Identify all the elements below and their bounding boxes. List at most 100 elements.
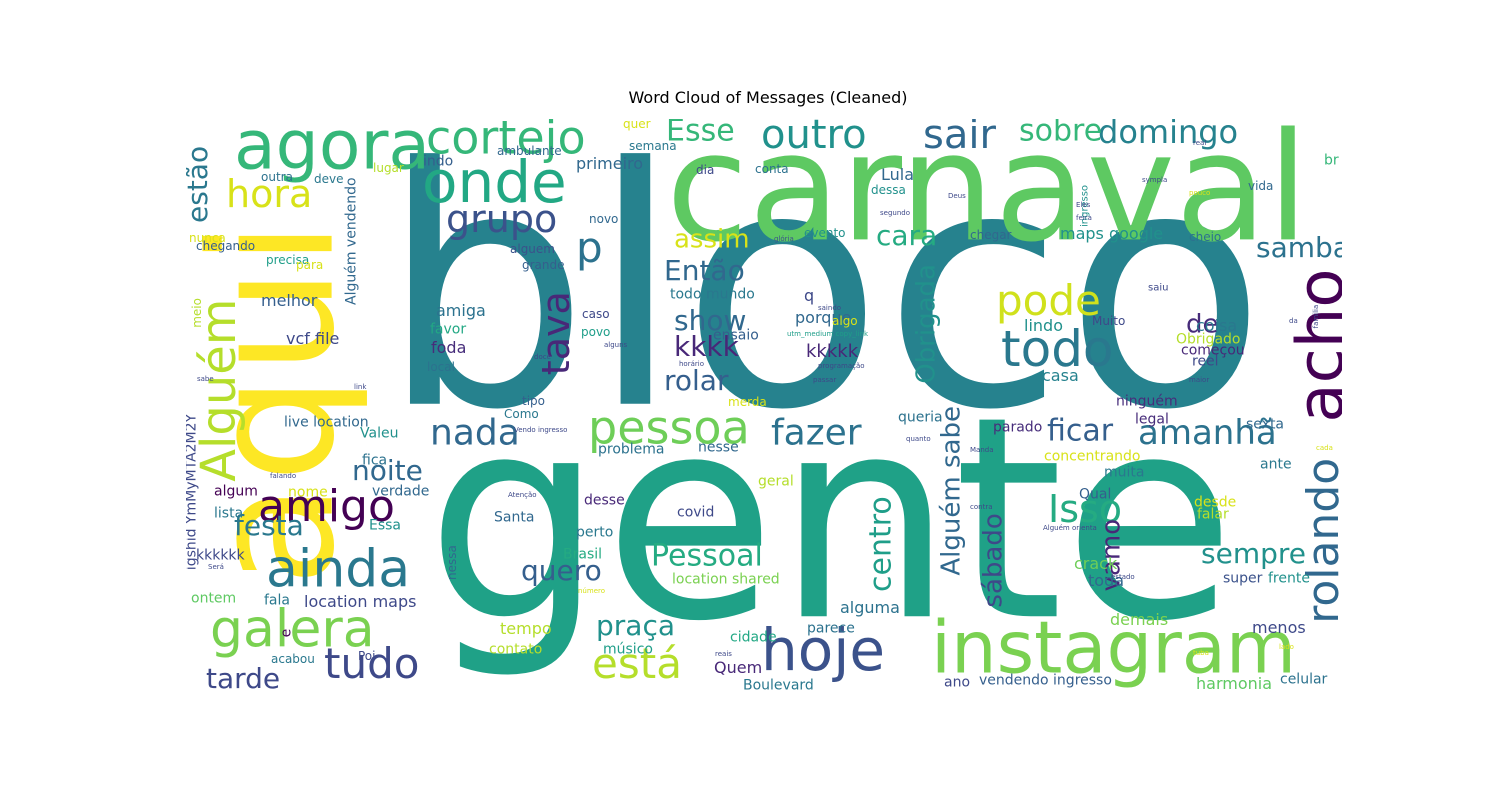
word-grande: grande bbox=[522, 258, 565, 272]
word-quer: quer bbox=[623, 119, 651, 131]
word-local: local bbox=[427, 360, 455, 374]
word-santa: Santa bbox=[494, 510, 534, 526]
word-ante: ante bbox=[1260, 457, 1292, 473]
word-estao: estão bbox=[186, 146, 214, 223]
word-maior: maior bbox=[1189, 376, 1209, 384]
word-hoje: hoje bbox=[761, 616, 885, 684]
word-boulevard: Boulevard bbox=[743, 678, 814, 694]
word-sabado: sábado bbox=[978, 513, 1008, 607]
word-melhor: melhor bbox=[261, 291, 318, 310]
word-merda: merda bbox=[728, 395, 767, 409]
word-concentrando: concentrando bbox=[1044, 449, 1140, 465]
word-isso: Isso bbox=[1048, 487, 1122, 531]
word-chegando: chegando bbox=[196, 239, 255, 253]
word-gloria: glória bbox=[774, 235, 794, 243]
word-ficar: ficar bbox=[1047, 414, 1114, 449]
word-deus: Deus bbox=[948, 192, 966, 200]
word-crack: crack bbox=[1074, 554, 1118, 573]
word-dessa: dessa bbox=[871, 183, 906, 197]
word-frente: frente bbox=[1268, 571, 1310, 587]
word-horario: horário bbox=[679, 360, 704, 368]
word-vamo: vamo bbox=[1096, 519, 1126, 592]
word-estado: estado bbox=[1111, 573, 1135, 581]
word-kkkk: kkkk bbox=[674, 330, 740, 363]
word-igshid-ymmymta2m2y: igshid YmMyMTA2M2Y bbox=[186, 413, 200, 570]
word-location-maps: location maps bbox=[304, 592, 416, 611]
word-favor: favor bbox=[430, 322, 466, 338]
word-rolar: rolar bbox=[664, 364, 729, 397]
word-evento: evento bbox=[804, 226, 846, 240]
word-alguem: Alguém bbox=[191, 298, 247, 481]
word-problema: problema bbox=[598, 442, 665, 458]
word-celular: celular bbox=[1280, 672, 1328, 688]
word-casa: casa bbox=[1042, 366, 1079, 385]
word-precisa: precisa bbox=[266, 253, 309, 267]
word-feira: feira bbox=[1076, 214, 1092, 222]
word-toda: toda bbox=[1088, 571, 1124, 590]
word-geral: geral bbox=[758, 474, 794, 490]
word-sair: sair bbox=[923, 119, 996, 158]
word-todo: todo bbox=[1001, 320, 1114, 378]
word-atencao: Atenção bbox=[508, 491, 537, 499]
word-essa: Essa bbox=[369, 518, 401, 534]
word-deve: deve bbox=[314, 172, 343, 186]
word-covid: covid bbox=[677, 505, 714, 521]
word-amiga: amiga bbox=[436, 301, 486, 320]
word-alguem-orienta: Alguém orienta bbox=[1043, 524, 1097, 532]
word-show: show bbox=[674, 304, 746, 337]
word-rolando: rolando bbox=[1298, 458, 1342, 624]
word-primeiro: primeiro bbox=[576, 154, 643, 173]
word-p: p bbox=[576, 223, 603, 272]
word-conta: conta bbox=[755, 162, 789, 176]
word-como: Como bbox=[504, 407, 539, 421]
word-sabe: sabe bbox=[197, 375, 214, 383]
word-ensaio: ensaio bbox=[713, 328, 759, 344]
word-brasil: Brasil bbox=[563, 547, 602, 563]
word-samba: samba bbox=[1256, 231, 1342, 264]
word-fazer: fazer bbox=[771, 413, 862, 454]
chart-title: Word Cloud of Messages (Cleaned) bbox=[628, 88, 908, 107]
word-live-location: live location bbox=[284, 415, 369, 431]
word-nessa: nessa bbox=[445, 545, 459, 580]
word-obrigada: Obrigada bbox=[911, 264, 941, 384]
word-outro: outro bbox=[761, 119, 867, 158]
word-povo: povo bbox=[581, 325, 610, 339]
word-cortejo: cortejo bbox=[426, 119, 586, 164]
word-link: link bbox=[354, 383, 367, 391]
word-vendendo-ingresso: vendendo ingresso bbox=[979, 673, 1112, 689]
word-qual: Qual bbox=[1079, 487, 1111, 503]
word-vendo-ingresso: Vendo ingresso bbox=[514, 426, 567, 434]
word-nesse: nesse bbox=[698, 440, 739, 456]
word-alguem: alguem bbox=[510, 242, 555, 256]
word-comecou: começou bbox=[1181, 343, 1245, 359]
word-esta: está bbox=[592, 639, 682, 688]
word-manda: Manda bbox=[970, 446, 994, 454]
word-falando: falando bbox=[270, 472, 296, 480]
word-vida: vida bbox=[1248, 179, 1273, 193]
word-cheio: cheio bbox=[1189, 230, 1221, 244]
word-tuba: tuba bbox=[1193, 649, 1209, 657]
word-nome: nome bbox=[288, 485, 328, 501]
word-kkkkk: kkkkk bbox=[806, 341, 859, 362]
word-harmonia: harmonia bbox=[1196, 674, 1272, 693]
word-pode: pode bbox=[996, 276, 1101, 325]
word-sera: Será bbox=[208, 563, 224, 571]
word-lista: lista bbox=[214, 506, 243, 522]
word-alguma: alguma bbox=[840, 598, 900, 617]
word-esse: Esse bbox=[666, 119, 735, 149]
word-carnaval: carnaval bbox=[666, 119, 1309, 275]
word-pessoal: Pessoal bbox=[651, 539, 763, 574]
word-acabou: acabou bbox=[271, 652, 315, 666]
word-alguns: alguns bbox=[604, 341, 628, 349]
word-centro: centro bbox=[864, 496, 899, 592]
word-coisa: coisa bbox=[1196, 316, 1237, 335]
word-musico: músico bbox=[603, 642, 653, 658]
word-obrigado: Obrigado bbox=[1176, 332, 1240, 348]
word-tempo: tempo bbox=[500, 619, 552, 638]
word-meio: meio bbox=[190, 298, 204, 328]
word-reais: reais bbox=[715, 650, 732, 658]
word-nada: nada bbox=[430, 413, 520, 454]
word-muito: Muito bbox=[1092, 314, 1125, 328]
word-quero: quero bbox=[521, 554, 602, 587]
